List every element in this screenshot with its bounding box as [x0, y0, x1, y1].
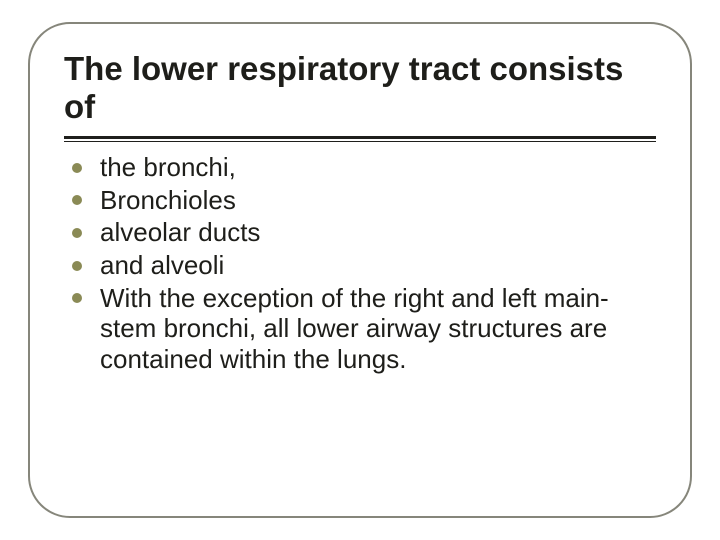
- list-item-text: With the exception of the right and left…: [100, 283, 609, 374]
- list-item: With the exception of the right and left…: [70, 283, 650, 375]
- bullet-icon: [72, 261, 82, 271]
- slide: The lower respiratory tract consists of …: [0, 0, 720, 540]
- list-item: and alveoli: [70, 250, 650, 281]
- bullet-icon: [72, 195, 82, 205]
- list-item-text: Bronchioles: [100, 185, 236, 215]
- list-item: Bronchioles: [70, 185, 650, 216]
- slide-frame: The lower respiratory tract consists of …: [28, 22, 692, 518]
- bullet-icon: [72, 163, 82, 173]
- bullet-list: the bronchi, Bronchioles alveolar ducts …: [64, 152, 656, 375]
- slide-title: The lower respiratory tract consists of: [64, 50, 656, 126]
- list-item-text: the bronchi,: [100, 152, 236, 182]
- list-item-text: alveolar ducts: [100, 217, 260, 247]
- list-item-text: and alveoli: [100, 250, 224, 280]
- list-item: the bronchi,: [70, 152, 650, 183]
- list-item: alveolar ducts: [70, 217, 650, 248]
- bullet-icon: [72, 228, 82, 238]
- bullet-icon: [72, 293, 82, 303]
